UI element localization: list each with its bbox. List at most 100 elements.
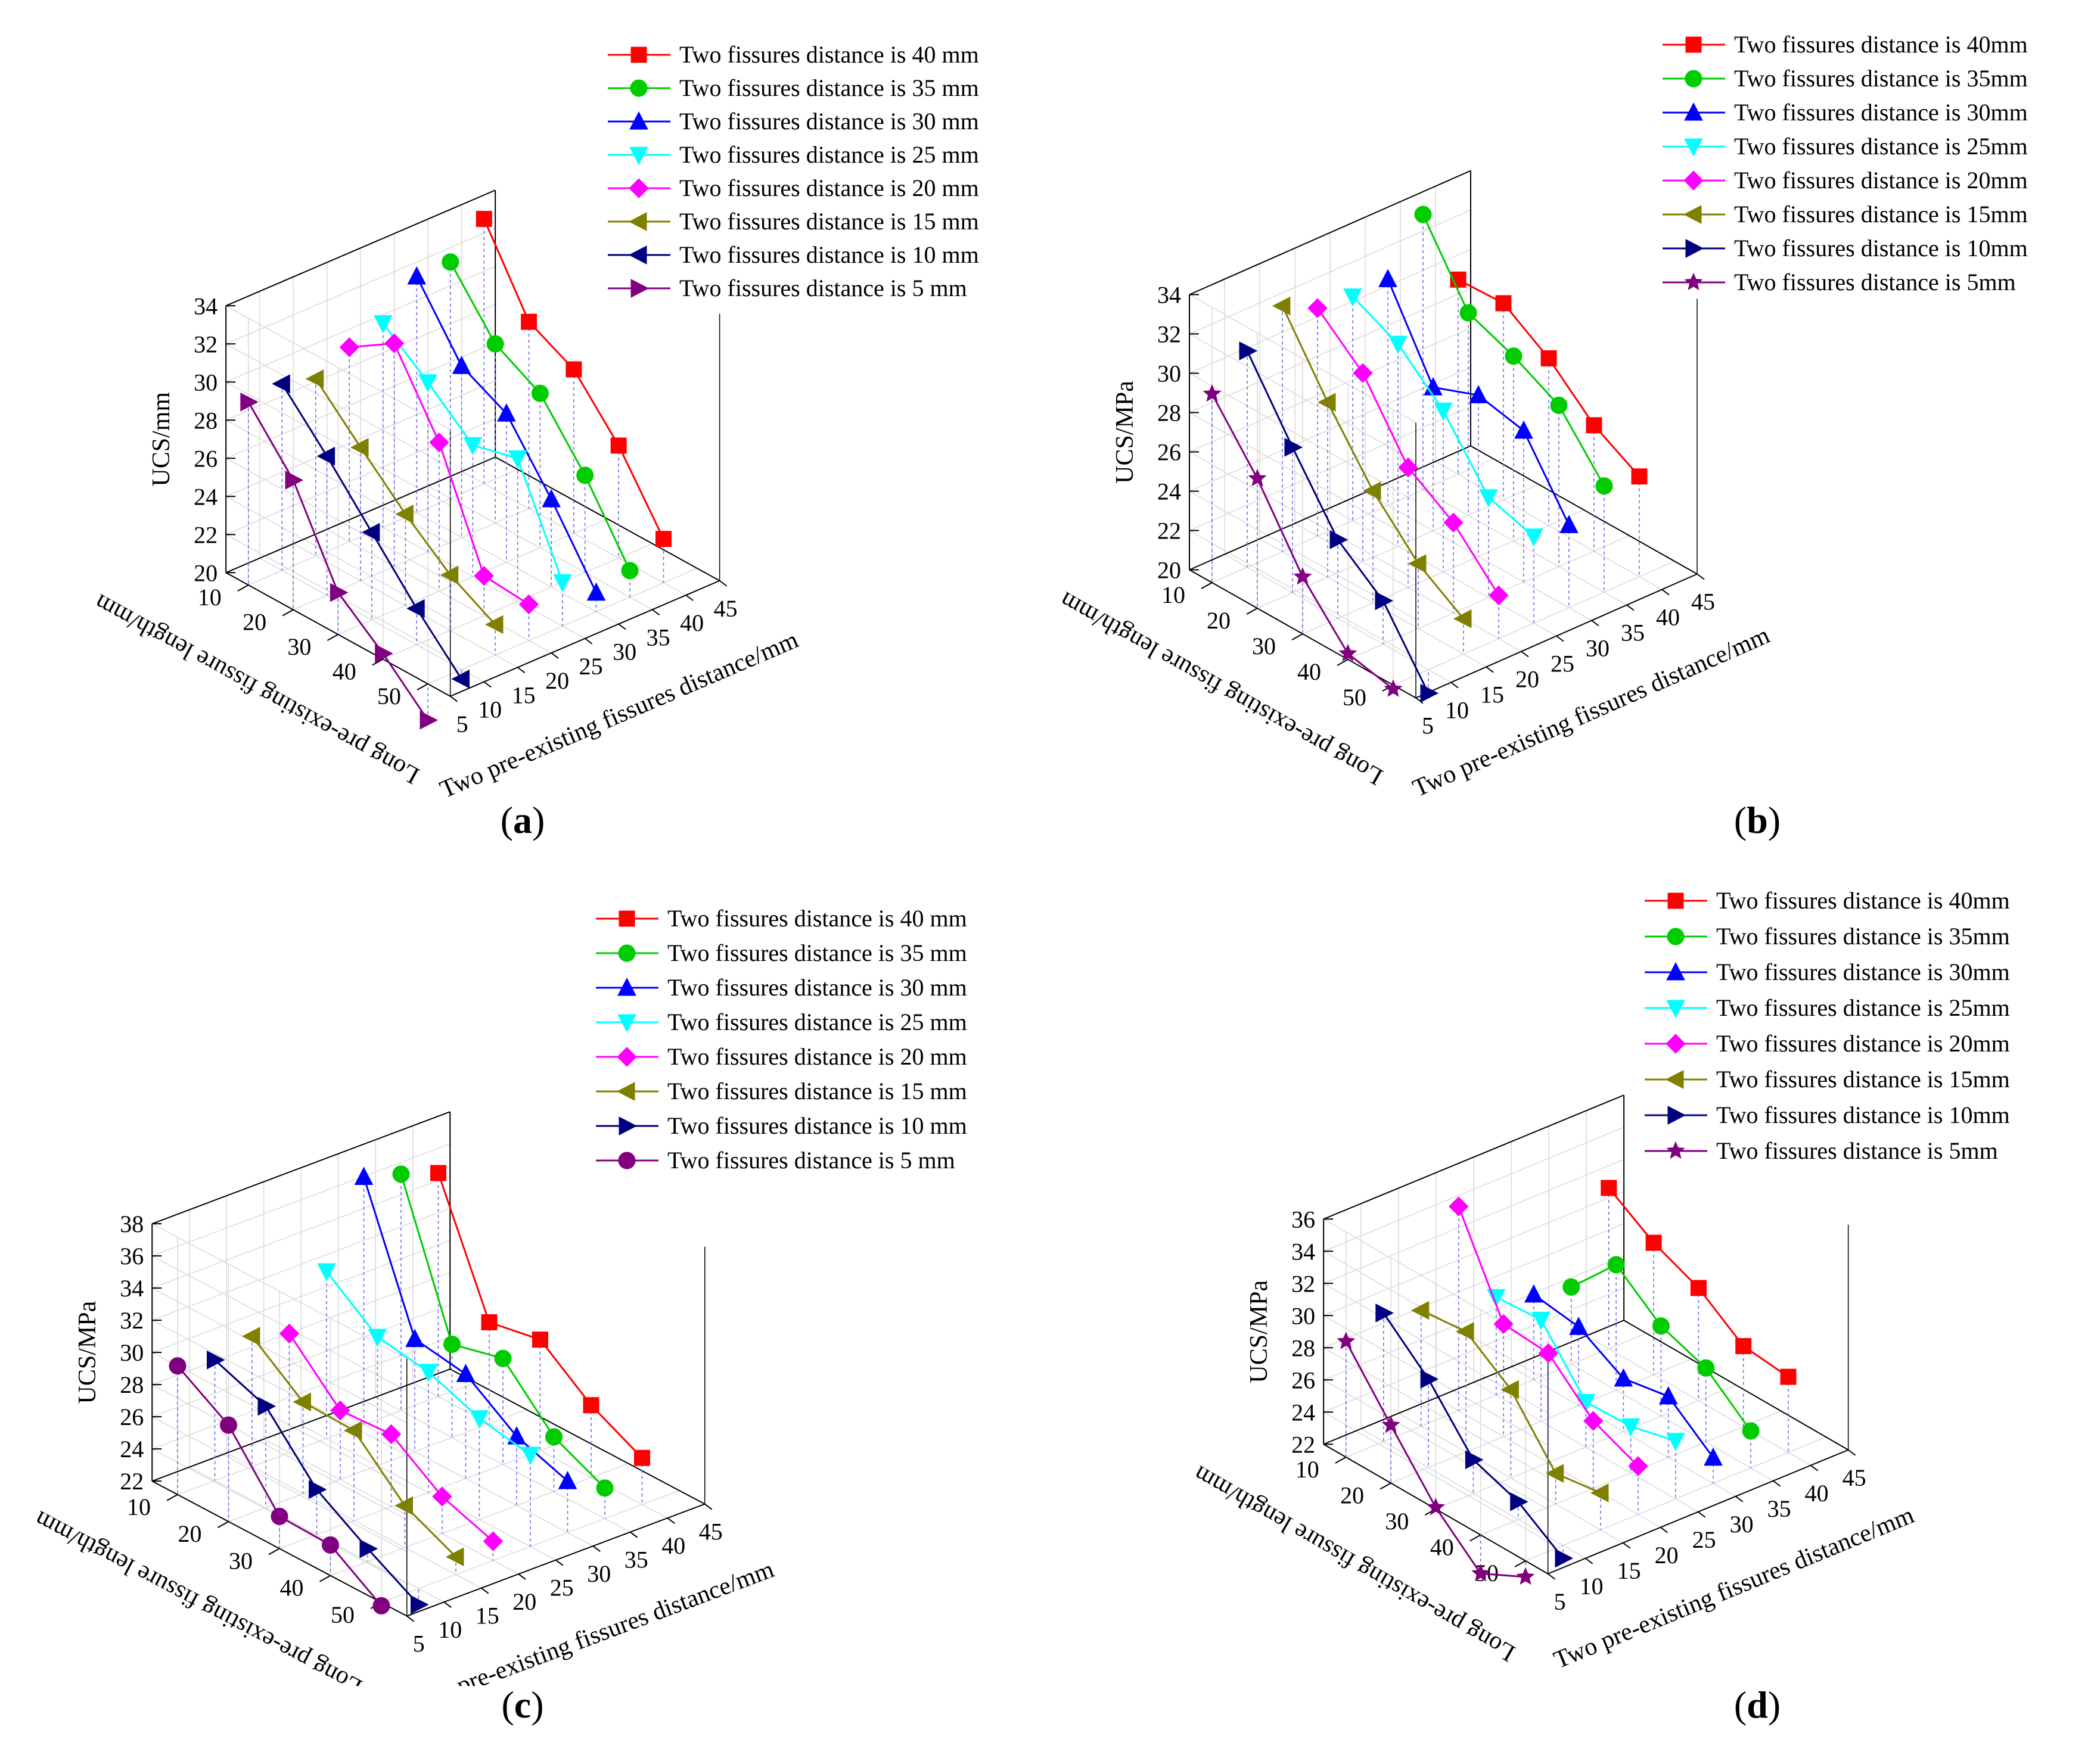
chart-c-svg: 22 24 26 28 30 32 34 36 38 10 20 30 40 50 5 10 15 20 25 30 3… <box>30 905 967 1686</box>
z-tick-label: 34 <box>120 1275 144 1302</box>
data-point <box>169 1357 187 1375</box>
series-30mm <box>1378 269 1579 608</box>
data-point <box>272 374 290 393</box>
z-tick-label: 26 <box>1157 439 1181 466</box>
data-point <box>1293 567 1312 585</box>
data-point <box>1735 1338 1752 1354</box>
data-point <box>384 333 405 354</box>
legend-label: Two fissures distance is 10mm <box>1734 235 2028 262</box>
legend-marker <box>629 147 648 166</box>
data-point <box>1538 1343 1559 1364</box>
data-point <box>317 1263 336 1282</box>
data-point <box>1443 512 1464 533</box>
caption-d: (d) <box>1733 1684 1781 1726</box>
data-point <box>1410 1301 1430 1320</box>
y-tick-label: 30 <box>1252 633 1276 659</box>
data-point <box>395 505 414 524</box>
x-tick-mark <box>719 580 728 587</box>
series-10mm <box>272 374 470 689</box>
y-tick-mark <box>282 609 294 617</box>
data-point <box>407 266 427 285</box>
data-point <box>420 710 439 730</box>
x-tick-label: 5 <box>1422 713 1434 739</box>
box-edge <box>1189 445 1471 571</box>
y-tick-mark <box>1246 608 1258 615</box>
floor-gridline <box>1436 1385 1736 1510</box>
x-tick-mark <box>592 1545 601 1552</box>
series-35mm <box>1414 206 1613 592</box>
data-point <box>1562 1278 1580 1296</box>
series-25mm <box>1343 288 1543 623</box>
data-point <box>1378 269 1397 287</box>
legend-label: Two fissures distance is 20 mm <box>679 175 979 201</box>
legend-label: Two fissures distance is 30mm <box>1716 959 2010 985</box>
box-edge <box>1323 1320 1624 1445</box>
y-tick-mark <box>1291 633 1303 640</box>
x-tick-mark <box>685 595 694 601</box>
z-axis-title: UCS/MPa <box>1111 381 1139 484</box>
data-point <box>586 582 606 601</box>
data-point <box>634 1449 650 1466</box>
data-point <box>1524 528 1543 547</box>
x-tick-label: 25 <box>1551 651 1574 677</box>
data-point <box>285 471 304 490</box>
data-point <box>566 361 582 378</box>
x-tick-mark <box>1591 620 1599 627</box>
data-point <box>1514 420 1533 439</box>
z-tick-label: 34 <box>194 293 218 319</box>
legend-marker <box>630 279 650 298</box>
legend-label: Two fissures distance is 5 mm <box>679 275 967 301</box>
x-tick-label: 25 <box>550 1575 574 1601</box>
data-point <box>350 438 369 457</box>
x-tick-label: 10 <box>1580 1573 1604 1600</box>
x-tick-label: 10 <box>1445 697 1469 724</box>
y-tick-mark <box>1379 1482 1391 1490</box>
legend-marker <box>617 977 636 996</box>
floor-gridline <box>1393 561 1675 686</box>
data-point <box>1586 417 1602 434</box>
x-tick-mark <box>630 1531 638 1538</box>
data-point <box>1329 530 1349 549</box>
series-35mm <box>392 1165 614 1519</box>
x-tick-mark <box>481 1587 489 1594</box>
data-point <box>1479 489 1498 508</box>
caption-c-letter: c <box>514 1684 532 1726</box>
data-point <box>1658 1386 1678 1405</box>
box-edge <box>151 1368 450 1482</box>
x-tick-label: 40 <box>1805 1480 1829 1507</box>
series-25mm <box>317 1263 540 1547</box>
x-tick-label: 20 <box>1515 666 1539 693</box>
data-point <box>240 392 259 412</box>
data-point <box>405 1329 424 1348</box>
legend-label: Two fissures distance is 10 mm <box>667 1112 967 1139</box>
data-point <box>1555 1548 1574 1568</box>
data-point <box>621 562 639 580</box>
z-axis-title: UCS/MPa <box>74 1301 101 1404</box>
z-tick-label: 30 <box>194 369 218 396</box>
data-point <box>1469 385 1488 403</box>
series-35mm <box>442 253 639 598</box>
legend-label: Two fissures distance is 5 mm <box>667 1147 955 1174</box>
x-tick-label: 20 <box>545 667 569 694</box>
chart-panel-a: 20 22 24 26 28 30 32 34 10 20 30 40 50 5 10 15 20 25 30 35 4… <box>0 0 1045 882</box>
data-point <box>518 594 539 615</box>
box-edge <box>151 1111 450 1225</box>
x-tick-label: 25 <box>1692 1526 1716 1553</box>
legend-marker <box>1665 1070 1684 1089</box>
data-point <box>411 1595 429 1614</box>
data-point <box>456 1364 476 1382</box>
data-point <box>1590 1483 1609 1502</box>
data-point <box>1524 1284 1543 1303</box>
y-tick-label: 10 <box>1295 1456 1319 1483</box>
data-point <box>430 1165 446 1181</box>
legend-marker <box>1667 892 1684 909</box>
data-point <box>1489 585 1509 606</box>
legend-marker <box>1685 36 1702 53</box>
side-wall-gridline <box>151 1223 408 1359</box>
floor-gridline <box>1480 1410 1781 1536</box>
data-point <box>330 1400 350 1421</box>
x-tick-mark <box>1660 1526 1669 1533</box>
y-tick-label: 10 <box>198 584 222 611</box>
legend-marker <box>1685 239 1704 258</box>
legend-label: Two fissures distance is 15mm <box>1734 201 2028 228</box>
